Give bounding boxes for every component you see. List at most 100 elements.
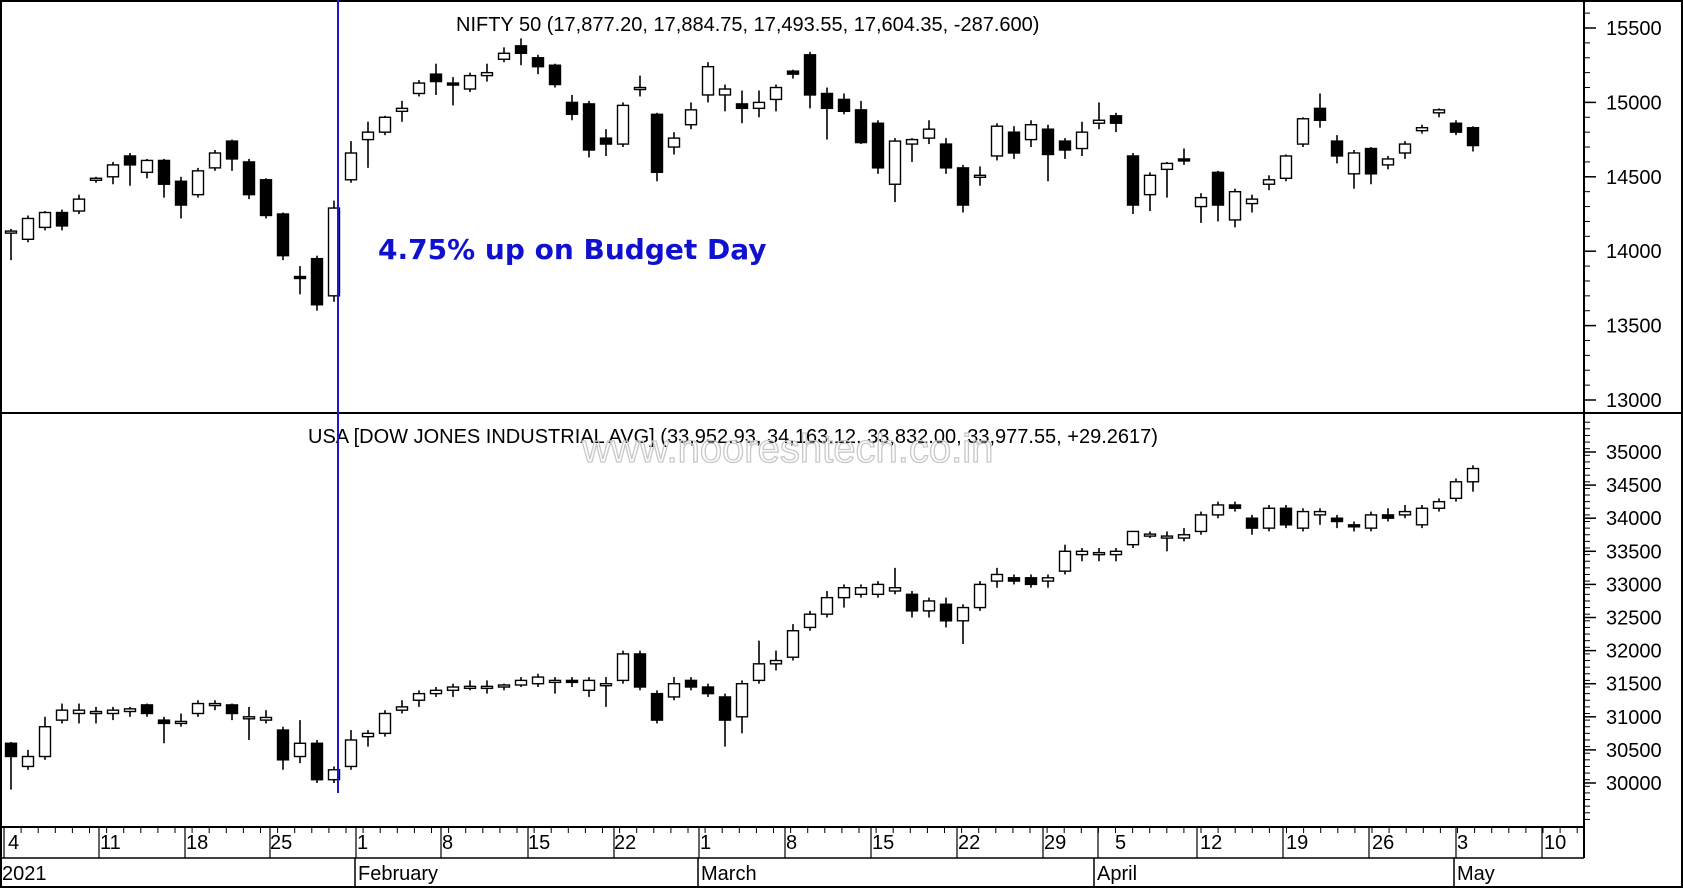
candle-down [1381,508,1395,522]
candle-down [242,158,256,200]
candle-up [837,584,851,608]
candle-down [820,87,834,140]
candle-up [378,710,392,737]
candle-body [582,679,596,692]
candle-body [1296,118,1310,145]
candle-up [361,730,375,747]
candle-down [259,178,273,219]
candle-body [497,52,511,60]
candle-up [990,123,1004,161]
candle-down [157,158,171,198]
candle-up [463,680,477,691]
candle-body [1194,196,1208,208]
x-day-label: 4 [8,832,19,854]
x-day-label: 3 [1457,832,1468,854]
candle-body [327,207,341,297]
candle-body [1466,126,1480,147]
candle-body [1109,115,1123,124]
candle-body [429,689,443,695]
y-tick-label: 30500 [1606,740,1662,762]
candle-down [599,129,613,156]
candle-up [616,650,630,684]
candle-body [1126,155,1140,206]
dow-y-axis: 30000 30500 31000 31500 32000 32500 33000 33500… [1584,421,1662,820]
candle-up [395,100,409,122]
candle-up [1228,188,1242,228]
candle-body [905,138,919,145]
candle-body [650,692,664,721]
x-day-label: 15 [872,832,894,854]
candle-down [1313,93,1327,128]
candle-down [225,139,239,171]
candle-down [1109,112,1123,133]
candle-body [718,696,732,721]
candle-body [837,587,851,599]
x-day-label: 26 [1372,832,1394,854]
x-day-label: 1 [700,832,711,854]
candle-body [837,98,851,113]
candle-body [395,706,409,711]
y-tick-label: 14500 [1606,167,1662,189]
candle-body [786,70,800,75]
candle-body [871,583,885,596]
candle-body [633,86,647,91]
candle-down [514,38,528,66]
y-tick-label: 33000 [1606,574,1662,596]
candle-body [412,82,426,95]
candle-body [38,726,52,758]
y-tick-label: 34500 [1606,475,1662,497]
candle-body [990,573,1004,582]
candle-body [21,755,35,768]
candle-up [514,677,528,688]
candle-body [1364,147,1378,175]
candle-down [1347,521,1361,532]
candle-up [327,766,341,783]
candle-body [327,769,341,781]
candle-down [565,94,579,121]
candle-body [293,742,307,758]
candle-body [854,587,868,596]
candle-up [106,706,120,721]
candle-down [157,716,171,744]
candle-up [208,150,222,171]
candle-up [1415,504,1429,529]
candle-body [735,103,749,110]
candle-up [242,706,256,740]
candle-body [276,213,290,257]
candle-body [1279,507,1293,526]
candle-up [1245,194,1259,213]
candle-body [157,719,171,725]
candle-body [1177,534,1191,539]
x-day-label: 15 [528,832,550,854]
candle-body [310,257,324,306]
candle-body [480,71,494,77]
candle-body [191,702,205,715]
y-tick-label: 35000 [1606,442,1662,464]
candle-up [1109,547,1123,562]
candle-up [1398,504,1412,519]
candle-down [123,152,137,186]
candle-up [1364,511,1378,532]
candle-body [1007,577,1021,582]
candle-body [1228,504,1242,509]
y-tick-label: 15500 [1606,18,1662,40]
nifty-title: NIFTY 50 (17,877.20, 17,884.75, 17,493.5… [456,14,1039,36]
candle-up [327,200,341,302]
y-tick-label: 15000 [1606,92,1662,114]
x-day-label: 25 [270,832,292,854]
candle-body [123,708,137,713]
candle-up [259,710,273,724]
x-month-label: 2021 [2,863,47,885]
candle-up [735,680,749,734]
candle-body [1262,507,1276,529]
candle-down [718,693,732,747]
candle-body [395,107,409,113]
candle-up [1160,531,1174,552]
candle-body [140,704,154,715]
candle-body [956,606,970,622]
candle-body [1347,152,1361,175]
candle-body [4,230,18,234]
candle-body [701,686,715,695]
candle-body [55,211,69,227]
candle-body [1211,171,1225,206]
